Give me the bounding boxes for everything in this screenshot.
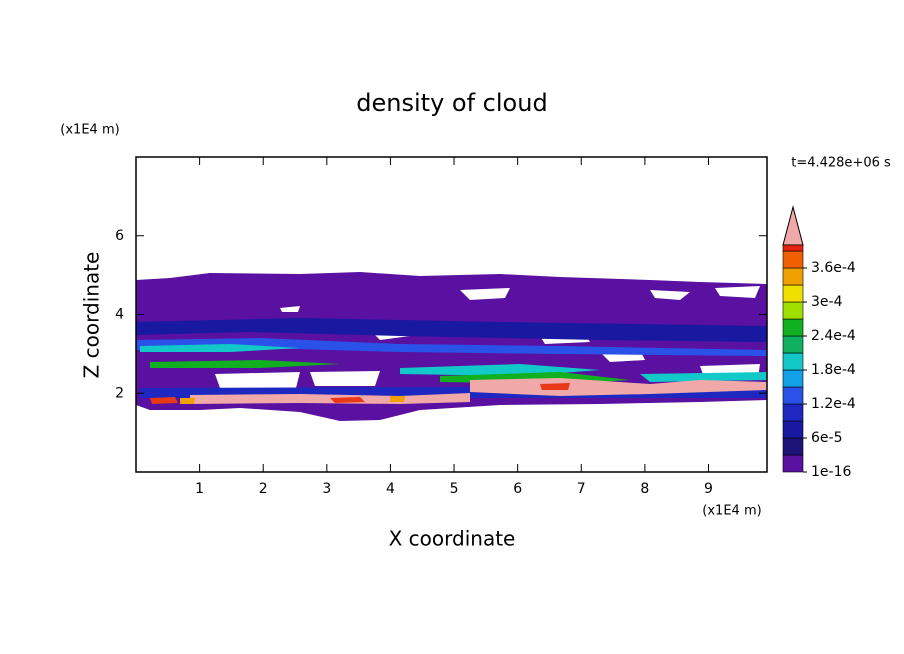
colorbar-label: 3e-4	[811, 294, 843, 310]
y-unit: (x1E4 m)	[60, 123, 119, 138]
x-tick-label: 3	[322, 481, 331, 497]
time-label: t=4.428e+06 s	[791, 156, 891, 171]
colorbar-band	[782, 437, 804, 456]
x-axis-label: X coordinate	[389, 527, 516, 551]
x-tick-label: 6	[513, 481, 522, 497]
colorbar-band	[782, 318, 804, 337]
x-tick-label: 8	[640, 481, 649, 497]
colorbar-band	[782, 352, 804, 371]
colorbar-label: 6e-5	[811, 430, 842, 446]
x-tick-label: 5	[450, 481, 459, 497]
y-tick-label: 6	[115, 228, 124, 244]
colorbar-band	[782, 267, 804, 286]
colorbar-band	[782, 284, 804, 303]
x-tick-label: 4	[386, 481, 395, 497]
colorbar-band	[782, 386, 804, 405]
x-tick-label: 1	[195, 481, 204, 497]
y-axis-label: Z coordinate	[80, 252, 104, 379]
colorbar-label: 1.2e-4	[811, 396, 856, 412]
colorbar-label: 1.8e-4	[811, 362, 856, 378]
colorbar-band	[782, 244, 804, 252]
y-tick-label: 4	[115, 307, 124, 323]
colorbar-label: 2.4e-4	[811, 328, 856, 344]
contour-field	[136, 272, 767, 421]
x-tick-label: 7	[577, 481, 586, 497]
colorbar-label: 1e-16	[811, 464, 851, 480]
colorbar-band	[782, 250, 804, 269]
colorbar-label: 3.6e-4	[811, 260, 856, 276]
x-tick-label: 9	[704, 481, 713, 497]
colorbar-band	[782, 335, 804, 354]
colorbar-band	[782, 301, 804, 320]
x-tick-label: 2	[259, 481, 268, 497]
colorbar-band	[782, 369, 804, 388]
colorbar-band	[782, 454, 804, 473]
chart-title: density of cloud	[356, 89, 547, 117]
y-tick-label: 2	[115, 385, 124, 401]
colorbar-band	[782, 420, 804, 439]
colorbar-band	[782, 403, 804, 422]
x-unit: (x1E4 m)	[702, 504, 761, 519]
